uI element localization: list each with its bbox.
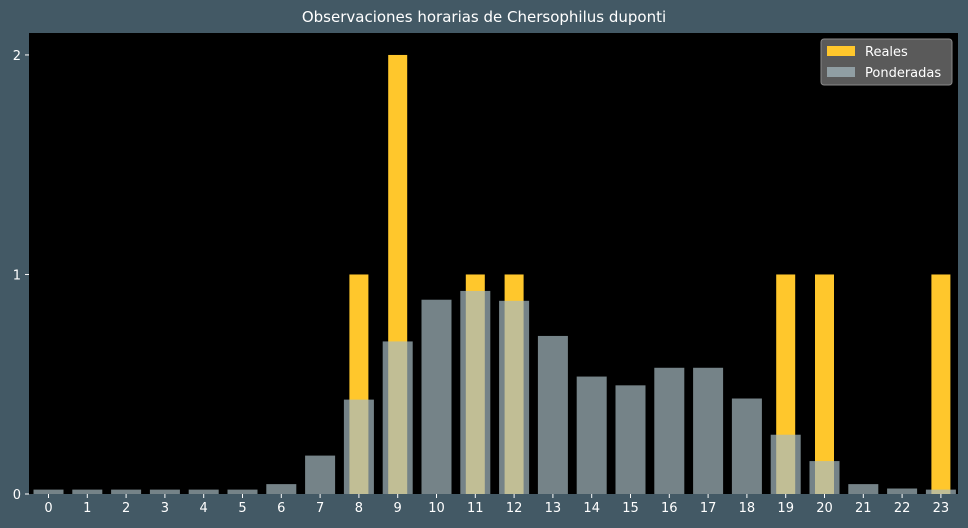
- x-tick-label-9: 9: [394, 501, 402, 516]
- bar-reales-20: [815, 274, 834, 494]
- legend-swatch-ponderadas: [827, 67, 855, 77]
- x-tick-label-11: 11: [467, 501, 484, 516]
- x-tick-label-0: 0: [44, 501, 52, 516]
- bar-ponderadas-17: [693, 367, 724, 494]
- bar-ponderadas-22: [887, 488, 918, 494]
- bar-reales-23: [931, 274, 951, 494]
- y-axis: 0 1 2: [13, 49, 29, 503]
- legend-label-ponderadas: Ponderadas: [865, 66, 941, 81]
- bar-ponderadas-0: [33, 489, 64, 494]
- bar-ponderadas-19: [770, 434, 801, 494]
- x-tick-label-3: 3: [161, 501, 169, 516]
- x-tick-label-12: 12: [506, 501, 523, 516]
- bar-ponderadas-7: [305, 455, 336, 494]
- bar-ponderadas-6: [266, 484, 297, 494]
- bar-ponderadas-16: [654, 367, 685, 494]
- plot-area: [29, 33, 958, 494]
- legend-swatch-reales: [827, 46, 855, 56]
- bar-ponderadas-20: [809, 461, 840, 494]
- bar-ponderadas-1: [72, 489, 103, 494]
- x-tick-label-7: 7: [316, 501, 324, 516]
- x-tick-label-14: 14: [583, 501, 600, 516]
- x-tick-label-23: 23: [933, 501, 950, 516]
- bar-ponderadas-3: [149, 489, 180, 494]
- x-tick-label-2: 2: [122, 501, 130, 516]
- x-tick-label-16: 16: [661, 501, 678, 516]
- bar-ponderadas-10: [421, 299, 452, 494]
- x-tick-label-6: 6: [277, 501, 285, 516]
- bar-ponderadas-8: [343, 399, 374, 494]
- x-axis: 0 1 2 3 4 5 6 7 8 9 10 11 12 13 14 15 16 17 18 19 20 21 22 23: [44, 494, 949, 516]
- x-tick-label-17: 17: [700, 501, 717, 516]
- x-tick-label-10: 10: [428, 501, 445, 516]
- bar-ponderadas-23: [925, 489, 956, 494]
- legend: Reales Ponderadas: [820, 38, 953, 86]
- bar-ponderadas-21: [848, 484, 879, 494]
- y-tick-label-2: 2: [13, 49, 21, 64]
- x-tick-label-22: 22: [894, 501, 911, 516]
- bar-ponderadas-18: [731, 398, 762, 494]
- bar-ponderadas-11: [460, 290, 491, 494]
- bar-ponderadas-15: [615, 385, 646, 494]
- x-tick-label-5: 5: [238, 501, 246, 516]
- bar-ponderadas-4: [188, 489, 219, 494]
- y-tick-label-0: 0: [13, 488, 21, 503]
- bar-ponderadas-2: [111, 489, 142, 494]
- x-tick-label-15: 15: [622, 501, 639, 516]
- bar-ponderadas-9: [382, 341, 413, 494]
- bar-ponderadas-12: [499, 300, 530, 494]
- y-tick-label-1: 1: [13, 268, 21, 283]
- bar-ponderadas-14: [576, 376, 607, 494]
- x-tick-label-13: 13: [545, 501, 562, 516]
- x-tick-label-8: 8: [355, 501, 363, 516]
- x-tick-label-18: 18: [739, 501, 756, 516]
- x-tick-label-20: 20: [816, 501, 833, 516]
- chart-title: Observaciones horarias de Chersophilus d…: [301, 8, 667, 26]
- bar-ponderadas-13: [537, 335, 568, 494]
- x-tick-label-1: 1: [83, 501, 91, 516]
- series-ponderadas: [33, 290, 956, 494]
- x-tick-label-21: 21: [855, 501, 872, 516]
- bar-ponderadas-5: [227, 489, 258, 494]
- x-tick-label-19: 19: [777, 501, 794, 516]
- x-tick-label-4: 4: [200, 501, 208, 516]
- legend-label-reales: Reales: [865, 45, 908, 60]
